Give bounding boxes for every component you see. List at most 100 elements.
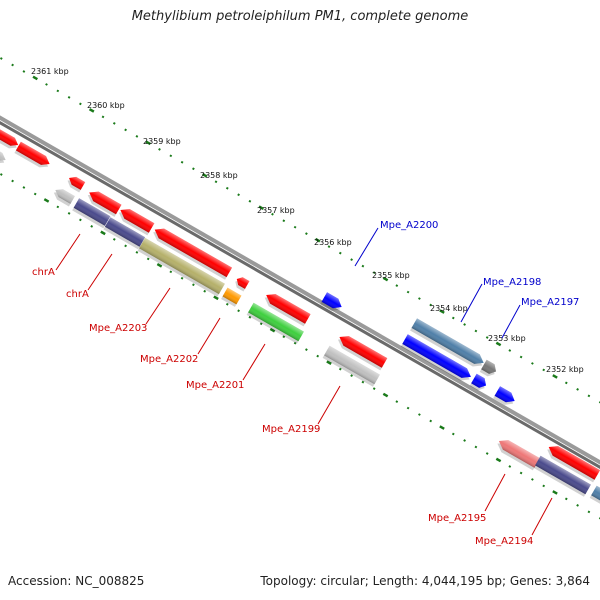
gene-arrow[interactable] [544,442,600,483]
leader-line [460,283,483,323]
gene-gloss [339,336,388,368]
major-tick [100,230,106,236]
minor-tick [0,57,3,60]
minor-tick [259,322,263,326]
scale-label: 2356 kbp [314,238,352,247]
minor-tick [225,186,229,190]
gene-arrow[interactable] [85,188,122,217]
minor-tick [293,225,297,229]
gene-arrow[interactable] [335,332,388,371]
minor-tick [406,290,410,294]
gene-gloss [73,198,111,226]
gene-block[interactable] [246,302,304,344]
gene-arrow[interactable] [410,318,486,370]
minor-tick [564,381,568,385]
minor-tick [33,192,37,196]
gene-arrow[interactable] [479,359,499,379]
minor-tick [429,303,433,307]
gene-block[interactable] [103,217,146,250]
minor-tick [418,413,421,416]
minor-tick [0,173,3,176]
major-tick [258,205,264,211]
minor-tick [135,134,139,138]
minor-tick [192,167,195,171]
minor-tick [248,315,252,319]
major-tick [495,457,502,463]
gene-arrow[interactable] [320,292,344,314]
gene-label-reverse: chrA [66,289,89,300]
gene-block[interactable] [322,345,380,387]
scale-ticks [0,57,600,520]
gene-arrow[interactable] [52,186,75,207]
label-leaders [55,227,553,536]
gene-arrow[interactable] [0,127,20,151]
minor-tick [451,432,455,436]
gene-label-reverse: Mpe_A2202 [140,354,198,365]
gene-gloss [535,455,591,495]
gene-block[interactable] [221,287,242,307]
minor-tick [519,355,523,359]
gene-label-reverse: Mpe_A2201 [186,380,244,391]
major-tick [382,392,389,398]
gene-arrow[interactable] [0,146,8,166]
gene-label-forward: Mpe_A2197 [521,297,579,308]
major-tick [269,327,276,333]
minor-tick [316,354,320,358]
major-tick [43,198,50,203]
minor-tick [361,380,365,384]
gene-arrow[interactable] [233,275,250,292]
gene-gloss [15,141,50,165]
minor-tick [542,368,546,372]
gene-arrow[interactable] [469,373,489,393]
minor-tick [11,179,14,183]
major-tick [439,425,445,430]
genome-summary-text: Topology: circular; Length: 4,044,195 bp… [260,574,590,588]
gene-gloss [104,217,146,247]
gene-label-forward: Mpe_A2198 [483,277,541,288]
minor-tick [587,394,591,398]
minor-tick [124,128,127,132]
minor-tick [56,205,60,209]
minor-tick [248,199,252,203]
major-tick [32,75,38,81]
gene-block[interactable] [589,485,600,505]
scale-label: 2359 kbp [143,137,181,146]
gene-arrow[interactable] [495,436,540,471]
minor-tick [11,63,14,67]
gene-arrow[interactable] [262,290,311,327]
gene-arrow[interactable] [65,174,86,193]
leader-line [145,287,171,325]
gene-gloss [498,440,540,468]
minor-tick [463,323,466,326]
gene-arrow[interactable] [150,225,233,280]
minor-tick [90,225,94,228]
major-tick [552,490,558,495]
gene-arrow[interactable] [493,386,517,408]
gene-gloss [89,191,122,215]
leader-line [531,497,553,536]
minor-tick [395,400,399,403]
leader-line [484,473,506,512]
minor-tick [463,439,466,442]
gene-block[interactable] [72,198,111,229]
gene-arrow[interactable] [400,334,474,384]
gene-block[interactable] [533,455,591,497]
gene-arrow[interactable] [14,141,52,171]
major-tick [314,237,321,243]
minor-tick [112,122,116,125]
gene-label-reverse: Mpe_A2203 [89,323,147,334]
gene-arrow[interactable] [116,205,155,236]
minor-tick [542,484,546,488]
gene-gloss [236,277,250,289]
gene-gloss [222,287,242,305]
gene-label-reverse: chrA [32,267,55,278]
minor-tick [282,335,286,339]
minor-tick [451,316,455,320]
major-tick [439,309,445,314]
gene-block[interactable] [137,237,225,297]
gene-gloss [0,127,19,146]
gene-gloss [321,292,342,309]
scale-label: 2357 kbp [257,206,295,215]
minor-tick [79,218,82,222]
